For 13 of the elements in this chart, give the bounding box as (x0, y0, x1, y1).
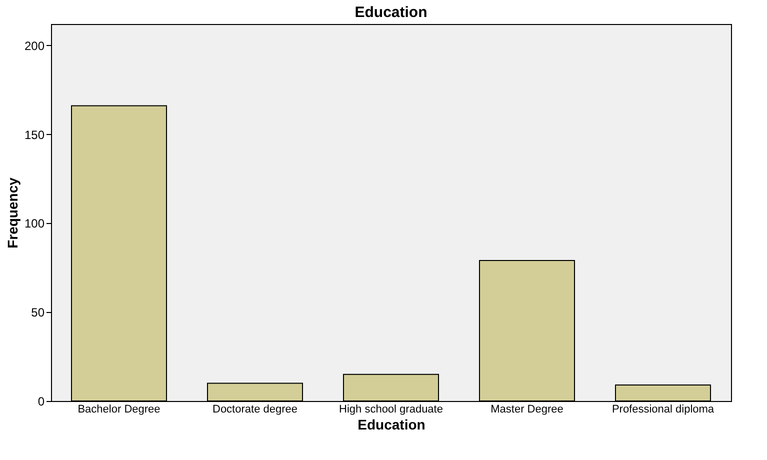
x-axis-title: Education (358, 416, 426, 432)
x-tick-label: High school graduate (339, 404, 443, 416)
y-tick-label: 0 (38, 394, 45, 408)
x-tick-label: Bachelor Degree (78, 404, 160, 416)
y-tick-label: 200 (24, 38, 45, 53)
y-tick-label: 150 (24, 128, 45, 142)
y-tick-label: 100 (24, 216, 45, 231)
x-tick-label: Doctorate degree (212, 404, 298, 416)
y-tick-label: 50 (31, 306, 45, 320)
y-axis-title: Frequency (4, 177, 20, 248)
x-tick-label: Master Degree (490, 404, 564, 416)
chart-title: Education (354, 4, 428, 21)
x-tick-label: Professional diploma (612, 404, 715, 416)
